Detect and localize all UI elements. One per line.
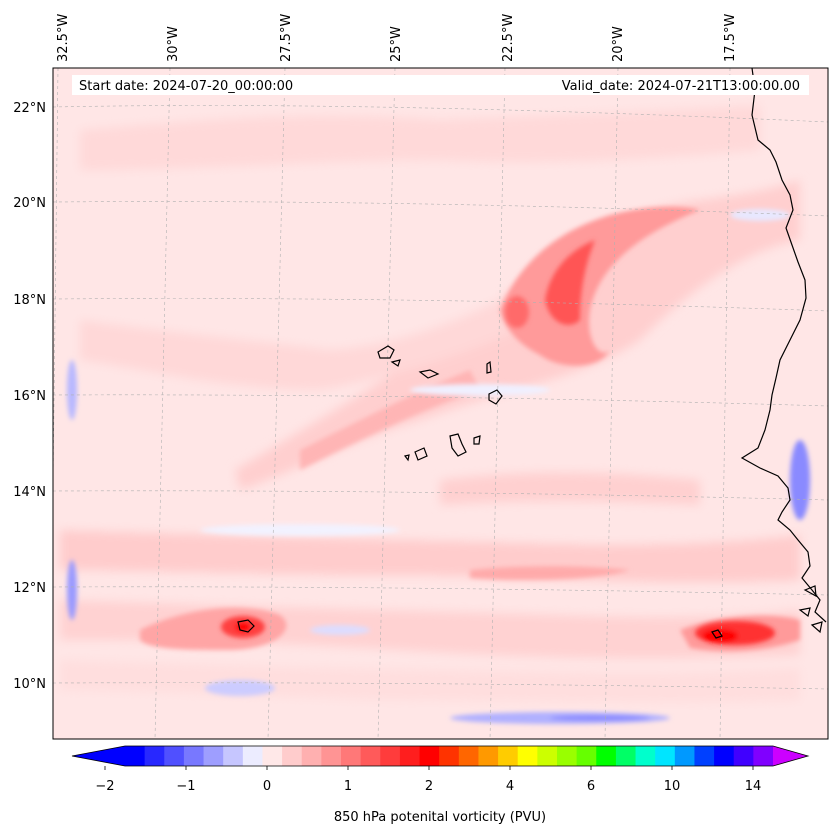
lat-label-20n: 20°N [13, 196, 46, 211]
coastal-feature-west [237, 619, 255, 633]
lat-label-10n: 10°N [13, 677, 46, 692]
island-boa-vista [488, 389, 503, 405]
lon-label-22-5w: 22.5°W [501, 14, 516, 62]
gridlines [53, 68, 828, 739]
pv-contours-strong [221, 240, 775, 645]
colorbar-outline [71, 745, 810, 767]
colorbar-segment [399, 746, 421, 766]
colorbar [71, 745, 810, 770]
map-frame [52, 67, 829, 740]
colorbar-tick-minus2: −2 [95, 779, 114, 794]
island-santiago [449, 433, 467, 457]
colorbar-segment [458, 746, 479, 766]
island-maio [473, 435, 481, 445]
colorbar-segment [439, 746, 460, 766]
colorbar-segment [144, 746, 165, 766]
coastal-feature-east [711, 629, 723, 639]
colorbar-tick-2: 2 [425, 779, 433, 794]
pv-field: Start date: 2024-07-20_00:00:00 Valid_da… [53, 68, 828, 739]
colorbar-segment [301, 746, 322, 766]
colorbar-segment [714, 746, 735, 766]
colorbar-segment [242, 746, 263, 766]
colorbar-tick-10: 10 [664, 779, 681, 794]
colorbar-segment [282, 746, 303, 766]
colorbar-segment [380, 746, 401, 766]
colorbar-segment [753, 746, 774, 766]
lon-label-27-5w: 27.5°W [279, 14, 294, 62]
lon-label-25w: 25°W [389, 26, 404, 62]
lat-label-18n: 18°N [13, 293, 46, 308]
coastlines [237, 68, 827, 639]
colorbar-segment [164, 746, 185, 766]
colorbar-extend-min [72, 746, 125, 766]
lat-label-22n: 22°N [13, 101, 46, 116]
colorbar-segment [635, 746, 656, 766]
pv-contours-negative [67, 209, 810, 724]
lat-label-14n: 14°N [13, 485, 46, 500]
colorbar-segment [321, 746, 342, 766]
island-brava [403, 454, 410, 462]
colorbar-segment [419, 746, 440, 766]
colorbar-segment [125, 746, 146, 766]
island-bissagos [798, 585, 823, 634]
colorbar-segment [262, 746, 283, 766]
colorbar-segment [341, 746, 362, 766]
colorbar-tick-6: 6 [587, 779, 595, 794]
lon-label-30w: 30°W [166, 26, 181, 62]
colorbar-tick-14: 14 [745, 779, 762, 794]
lon-label-17-5w: 17.5°W [723, 14, 738, 62]
island-sao-vicente [390, 359, 401, 367]
colorbar-segment [694, 746, 715, 766]
colorbar-segment [674, 746, 695, 766]
colorbar-tick-1: 1 [344, 779, 352, 794]
lat-label-12n: 12°N [13, 581, 46, 596]
colorbar-tick-0: 0 [263, 779, 271, 794]
colorbar-segment [733, 746, 754, 766]
colorbar-extend-max [773, 746, 808, 766]
island-sao-nicolau [418, 369, 440, 379]
colorbar-segment [537, 746, 558, 766]
colorbar-segment [596, 746, 617, 766]
colorbar-segment [655, 746, 676, 766]
colorbar-segment [498, 746, 519, 766]
colorbar-segment [557, 746, 578, 766]
lon-label-20w: 20°W [611, 26, 626, 62]
island-fogo [414, 447, 428, 461]
latitude-labels: 22°N 20°N 18°N 16°N 14°N 12°N 10°N [13, 101, 46, 692]
island-santo-antao [377, 345, 395, 359]
colorbar-tick-minus1: −1 [176, 779, 195, 794]
colorbar-segment [478, 746, 499, 766]
island-sal [486, 360, 492, 374]
colorbar-label: 850 hPa potenital vorticity (PVU) [334, 810, 546, 825]
african-coastline [740, 68, 827, 623]
longitude-labels: 32.5°W 30°W 27.5°W 25°W 22.5°W 20°W 17.5… [56, 14, 738, 62]
lat-label-16n: 16°N [13, 389, 46, 404]
colorbar-ticks: −2 −1 0 1 2 4 6 10 14 [95, 779, 761, 794]
colorbar-segment [183, 746, 205, 766]
pv-contours-medium [140, 206, 800, 652]
valid-date-label: Valid_date: 2024-07-21T13:00:00.00 [562, 79, 800, 94]
colorbar-tick-4: 4 [506, 779, 514, 794]
colorbar-segment [517, 746, 538, 766]
start-date-label: Start date: 2024-07-20_00:00:00 [79, 79, 293, 94]
colorbar-segment [576, 746, 597, 766]
colorbar-segment [615, 746, 637, 766]
colorbar-segment [223, 746, 244, 766]
colorbar-segment [203, 746, 224, 766]
colorbar-segment [360, 746, 381, 766]
info-bar [72, 75, 809, 95]
lon-label-32-5w: 32.5°W [56, 14, 71, 62]
